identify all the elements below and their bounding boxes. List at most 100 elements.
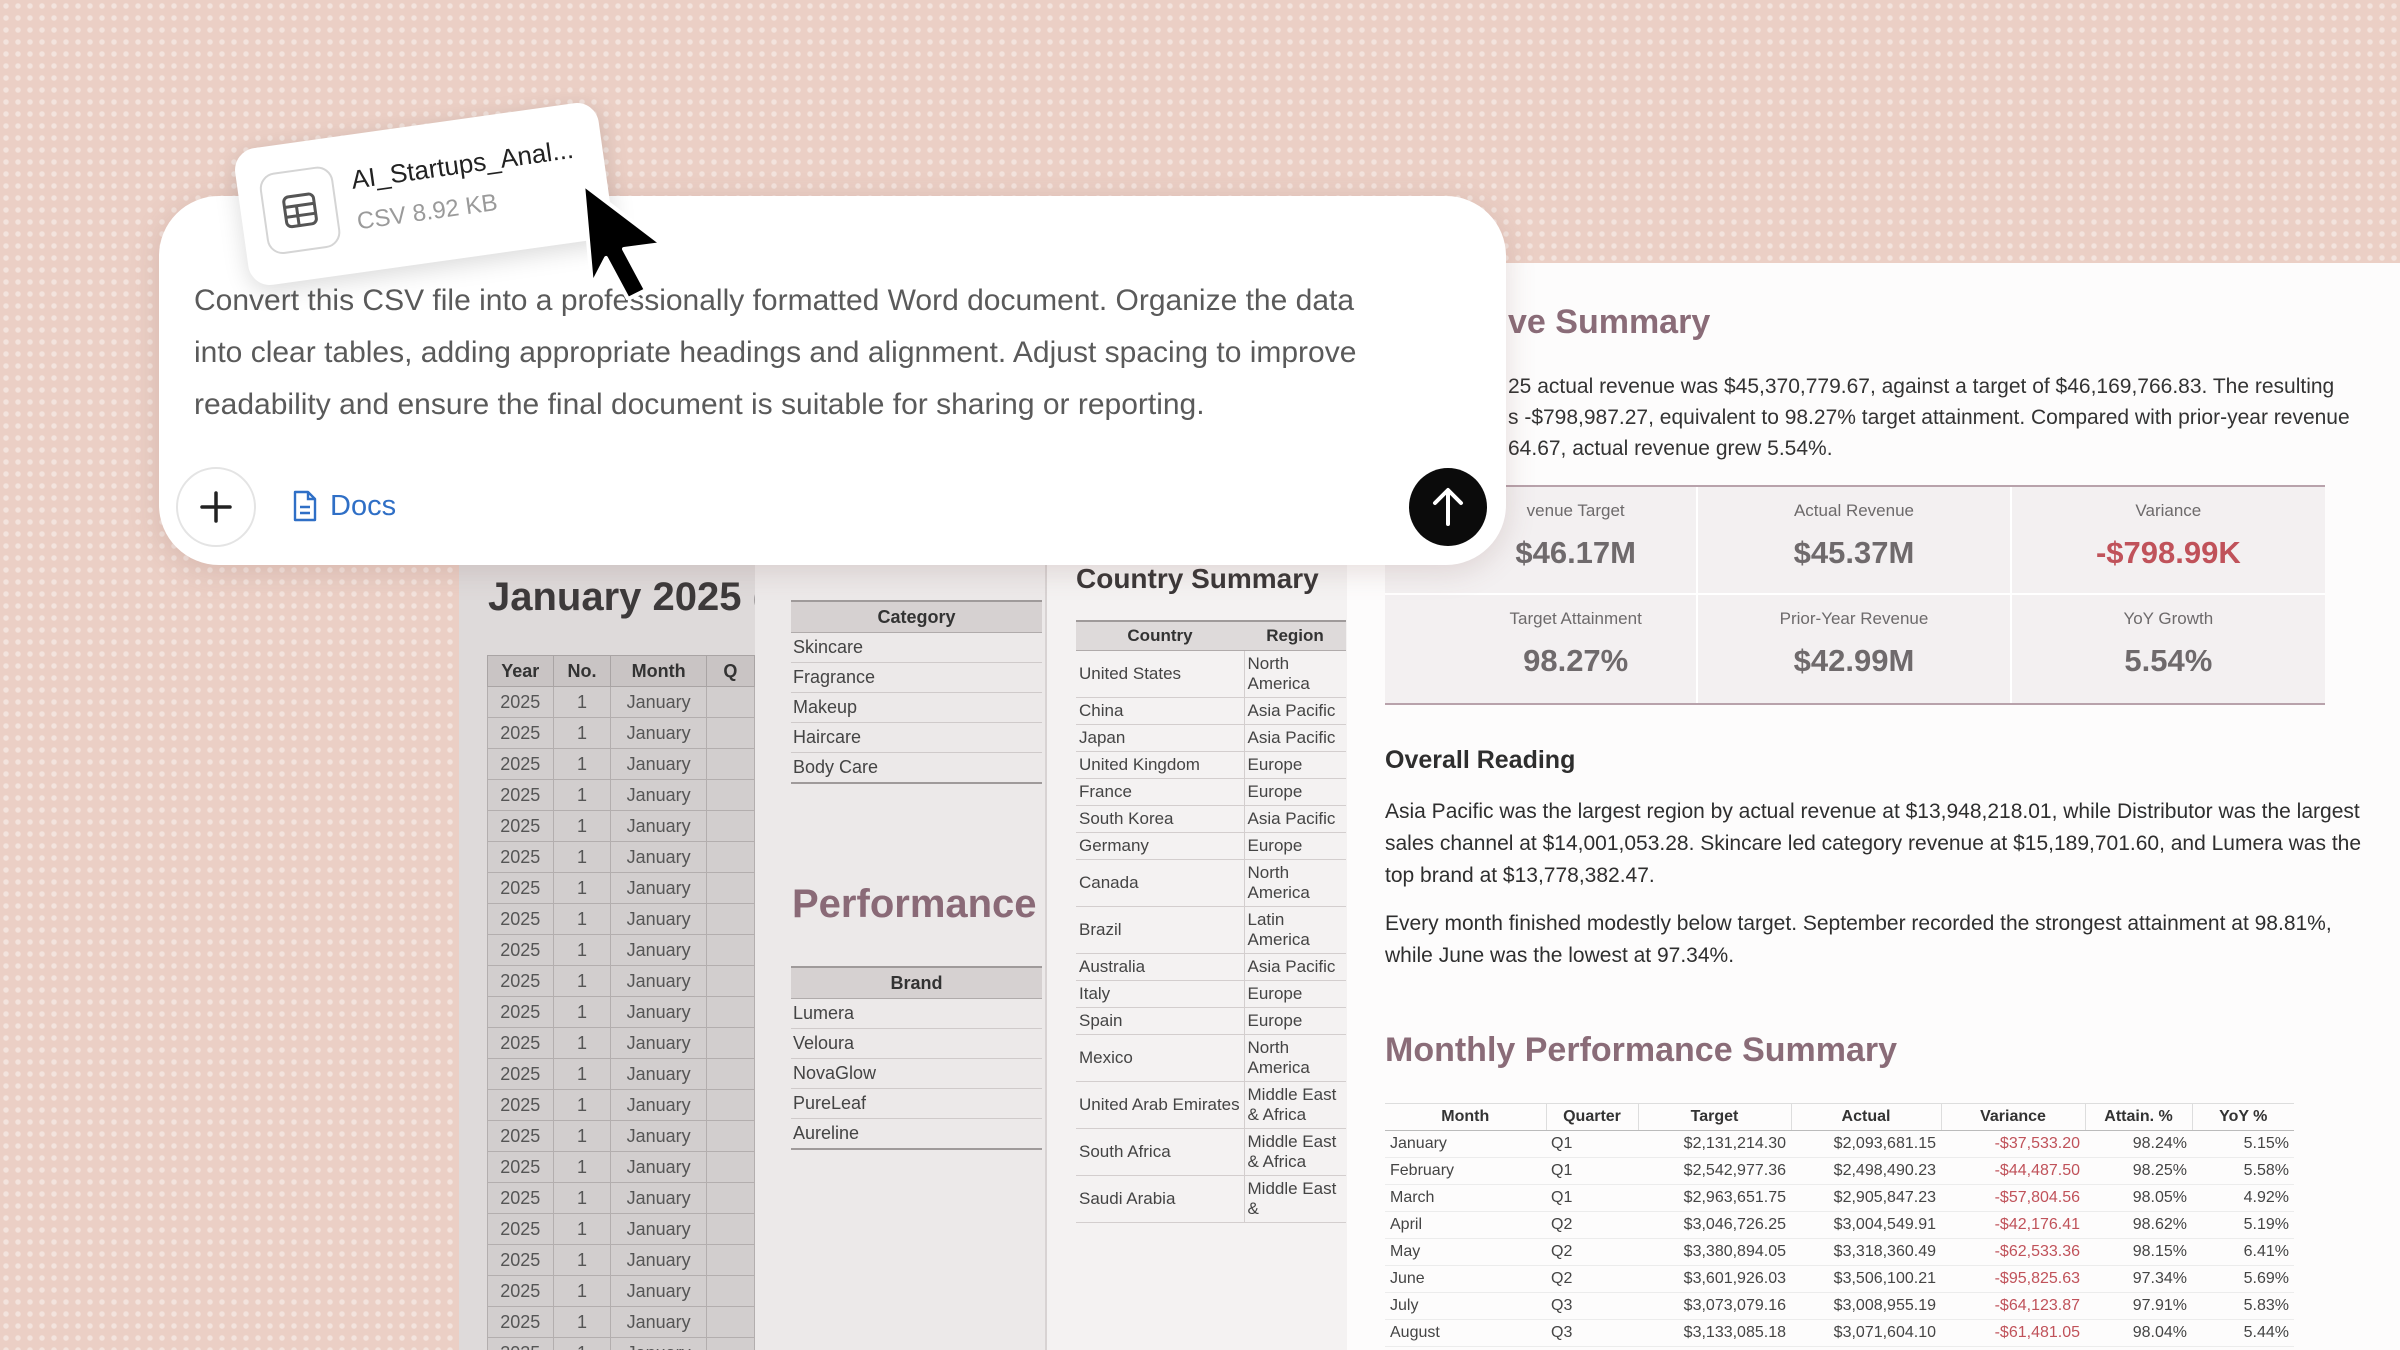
cell: Body Care: [791, 752, 1042, 784]
cell: Australia: [1076, 953, 1244, 981]
report-page: ve Summary venue Target $46.17M Actual Rev…: [1347, 263, 2400, 1350]
kpi-card: Prior-Year Revenue $42.99M: [1698, 595, 2012, 703]
column-header: Actual: [1790, 1103, 1941, 1131]
cell: NovaGlow: [791, 1058, 1042, 1089]
kpi-label: venue Target: [1526, 501, 1625, 520]
list-table: Brand Lumera Veloura NovaGlow PureLeaf Aureli…: [791, 966, 1042, 1150]
list-table: Category Skincare Fragrance Makeup Haircare B…: [791, 600, 1042, 784]
monthly-heading: Monthly Performance Summary: [1385, 1031, 1898, 1069]
cell: January: [610, 748, 707, 780]
cell: 1: [552, 1244, 612, 1276]
table-row: Germany Europe: [1076, 832, 1346, 860]
cell: $3,071,604.10: [1791, 1319, 1941, 1347]
cell: $3,133,085.18: [1638, 1319, 1791, 1347]
cell: August: [1385, 1319, 1546, 1347]
send-icon: [1433, 488, 1463, 526]
cell: -$37,533.20: [1941, 1130, 2085, 1158]
table-row: China Asia Pacific: [1076, 697, 1346, 725]
column-header: Country: [1076, 620, 1244, 651]
column-header: Brand: [791, 966, 1042, 999]
kpi-value: $45.37M: [1793, 535, 1915, 570]
send-button[interactable]: [1409, 468, 1487, 546]
docs-label: Docs: [330, 489, 397, 522]
file-attachment[interactable]: AI_Startups_Anal... CSV 8.92 KB: [232, 100, 615, 288]
cell: 2025: [487, 903, 554, 935]
add-button[interactable]: [176, 467, 256, 547]
cell: Middle East &: [1243, 1175, 1346, 1223]
table-row: July Q3 $3,073,079.16 $3,008,955.19 -$64,123…: [1385, 1292, 2294, 1320]
cell: [705, 841, 755, 873]
column-header: Month: [1385, 1103, 1546, 1131]
column-header: Variance: [1940, 1103, 2085, 1131]
cell: Q2: [1546, 1238, 1638, 1266]
kpi-label: Prior-Year Revenue: [1779, 609, 1929, 628]
cell: Europe: [1243, 980, 1346, 1008]
table-row: Makeup: [791, 692, 1042, 723]
cell: 98.04%: [2085, 1319, 2192, 1347]
cell: 2025: [487, 996, 554, 1028]
kpi-card: Target Attainment 98.27%: [1385, 595, 1699, 703]
table-row: United Kingdom Europe: [1076, 751, 1346, 779]
cell: [705, 1337, 755, 1350]
cell: January: [610, 1182, 707, 1214]
kpi-label: Target Attainment: [1509, 609, 1642, 628]
cell: -$42,176.41: [1941, 1211, 2085, 1239]
cell: Asia Pacific: [1243, 805, 1346, 833]
cell: $3,008,955.19: [1791, 1292, 1941, 1320]
cell: Veloura: [791, 1028, 1042, 1059]
cell: 2025: [487, 1213, 554, 1245]
cell: Q1: [1546, 1130, 1638, 1158]
cell: -$95,825.63: [1941, 1265, 2085, 1293]
table-row: Spain Europe: [1076, 1007, 1346, 1035]
sheet-title: January 2025 (: [488, 575, 755, 619]
cell: 1: [552, 1275, 612, 1307]
table-row: NovaGlow: [791, 1058, 1042, 1089]
column-header: Quarter: [1545, 1103, 1638, 1131]
cell: 6.41%: [2192, 1238, 2294, 1266]
table-row: February Q1 $2,542,977.36 $2,498,490.23 -$44…: [1385, 1157, 2294, 1185]
prompt-line: readability and ensure the final documen…: [194, 388, 1205, 421]
cell: January: [610, 810, 707, 842]
header-row: Category: [791, 600, 1042, 633]
cell: Skincare: [791, 632, 1042, 663]
table-row: August Q3 $3,133,085.18 $3,071,604.10 -$61,4…: [1385, 1319, 2294, 1347]
cell: Asia Pacific: [1243, 724, 1346, 752]
column-header: YoY %: [2191, 1103, 2294, 1131]
cell: February: [1385, 1157, 1546, 1185]
header-row: Year No. Month Q: [487, 655, 755, 687]
column-header: Attain. %: [2084, 1103, 2192, 1131]
cell: January: [610, 1027, 707, 1059]
table-row: Brazil Latin America: [1076, 906, 1346, 954]
docs-tool[interactable]: Docs: [292, 484, 396, 528]
kpi-card: Variance -$798.99K: [2011, 487, 2325, 595]
kpi-value: 98.27%: [1523, 643, 1629, 678]
cell: 1: [552, 1058, 612, 1090]
kpi-card: Actual Revenue $45.37M: [1698, 487, 2012, 595]
cell: [705, 1182, 755, 1214]
cell: [705, 1027, 755, 1059]
cell: 4.92%: [2192, 1184, 2294, 1212]
cell: 2025: [487, 779, 554, 811]
cell: Q1: [1546, 1157, 1638, 1185]
cell: [705, 903, 755, 935]
table-row: March Q1 $2,963,651.75 $2,905,847.23 -$57,80…: [1385, 1184, 2294, 1212]
header-row: Brand: [791, 966, 1042, 999]
cell: January: [1385, 1130, 1546, 1158]
table-row: United States North America: [1076, 650, 1346, 698]
cell: [705, 1151, 755, 1183]
cell: Japan: [1076, 724, 1244, 752]
cell: $3,318,360.49: [1791, 1238, 1941, 1266]
cell: 2025: [487, 1151, 554, 1183]
cell: 1: [552, 810, 612, 842]
cell: [705, 872, 755, 904]
cell: 1: [552, 841, 612, 873]
cell: -$61,481.05: [1941, 1319, 2085, 1347]
